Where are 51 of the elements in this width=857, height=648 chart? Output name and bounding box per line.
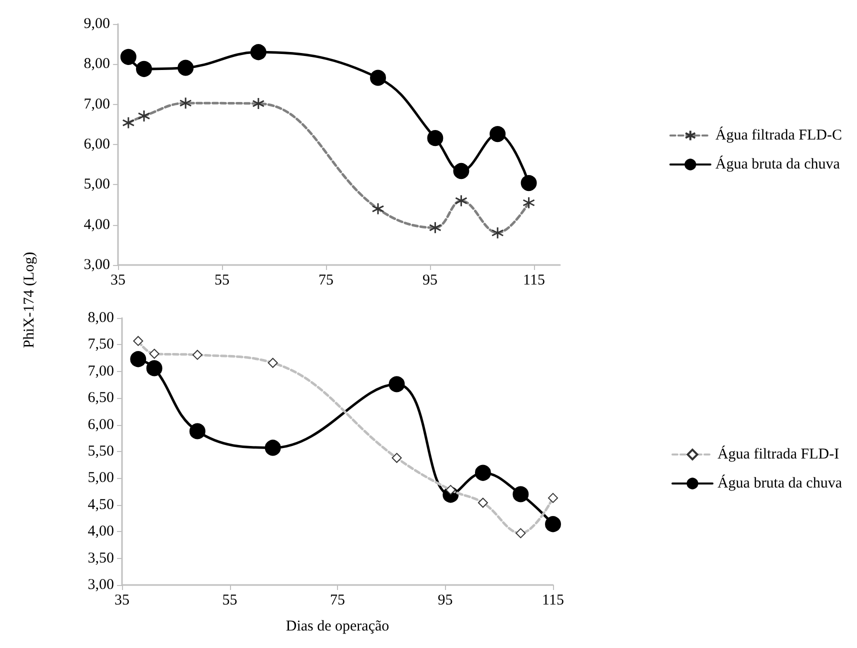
point	[545, 516, 561, 532]
legend-label: Água filtrada FLD-C	[715, 126, 842, 144]
y-tick-label: 6,50	[88, 390, 114, 406]
y-tick-label: 7,50	[88, 336, 114, 353]
x-axis-title: Dias de operação	[286, 618, 390, 634]
y-axis-title: PhiX-174 (Log)	[22, 252, 38, 348]
y-tick-label: 7,00	[88, 363, 114, 380]
point	[520, 175, 537, 192]
point	[136, 60, 152, 77]
point	[178, 60, 194, 76]
point	[250, 44, 266, 60]
point	[146, 360, 162, 376]
x-tick-label: 75	[330, 592, 345, 608]
x-tick-label: 35	[110, 272, 126, 288]
y-tick-label: 4,00	[84, 216, 110, 233]
point	[264, 440, 281, 456]
x-tick-label: 115	[542, 592, 564, 608]
point	[427, 130, 444, 146]
y-tick-label: 3,00	[84, 257, 110, 273]
x-tick-label: 55	[222, 592, 238, 608]
y-tick-label: 5,50	[88, 444, 114, 460]
y-tick-label: 7,00	[84, 96, 110, 112]
y-tick-label: 4,00	[88, 524, 114, 540]
y-tick-label: 3,50	[88, 550, 114, 566]
point	[370, 70, 386, 86]
y-tick-label: 5,00	[88, 470, 114, 486]
legend-label: Água filtrada FLD-I	[717, 446, 840, 462]
point	[453, 163, 470, 180]
point	[490, 126, 506, 142]
y-tick-label: 3,00	[88, 577, 114, 593]
point	[189, 423, 206, 440]
legend-label: Água bruta da chuva	[717, 474, 842, 492]
x-tick-label: 95	[438, 592, 453, 608]
x-tick-label: 55	[214, 272, 230, 288]
point	[474, 464, 491, 481]
point	[388, 376, 405, 392]
y-tick-label: 9,00	[84, 16, 110, 32]
legend-label: Água bruta da chuva	[715, 156, 840, 172]
y-tick-label: 5,00	[84, 176, 110, 193]
y-tick-label: 4,50	[88, 496, 114, 513]
y-tick-label: 6,00	[84, 136, 110, 152]
point	[512, 486, 529, 502]
x-tick-label: 35	[114, 592, 130, 608]
y-tick-label: 8,00	[88, 310, 114, 326]
x-tick-label: 115	[523, 272, 545, 288]
x-tick-label: 95	[422, 272, 438, 288]
y-tick-label: 8,00	[84, 56, 110, 72]
point	[130, 351, 146, 368]
point	[120, 48, 136, 65]
y-tick-label: 6,00	[88, 416, 114, 433]
x-tick-label: 75	[318, 272, 334, 288]
